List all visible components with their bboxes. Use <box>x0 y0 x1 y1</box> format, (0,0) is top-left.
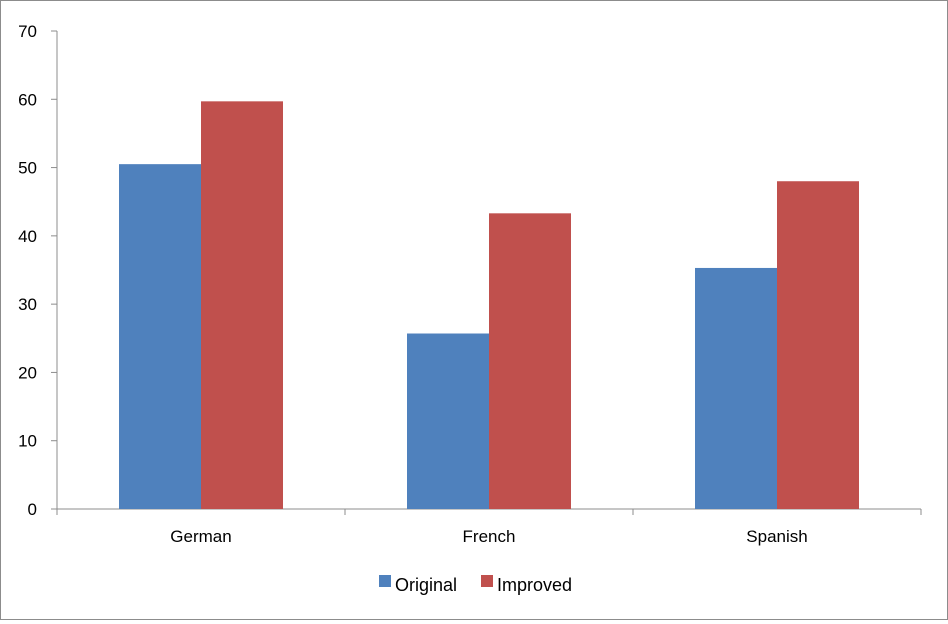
bar-improved-german <box>201 101 283 509</box>
y-tick-label: 60 <box>18 90 37 109</box>
y-tick-label: 40 <box>18 227 37 246</box>
axis-labels: 0 10 20 30 40 50 60 70 German French Spanish <box>18 22 808 546</box>
y-tick-label: 50 <box>18 159 37 178</box>
bar-improved-spanish <box>777 181 859 509</box>
legend-label-improved: Improved <box>497 575 572 595</box>
legend-swatch-improved <box>481 575 493 587</box>
y-tick-label: 0 <box>28 500 37 519</box>
x-tick-label: French <box>463 527 516 546</box>
x-tick-label: German <box>170 527 231 546</box>
legend: Original Improved <box>379 575 572 595</box>
bar-original-german <box>119 164 201 509</box>
y-tick-label: 30 <box>18 295 37 314</box>
x-tick-label: Spanish <box>746 527 807 546</box>
legend-label-original: Original <box>395 575 457 595</box>
bar-original-spanish <box>695 267 777 509</box>
y-tick-label: 10 <box>18 432 37 451</box>
y-tick-label: 70 <box>18 22 37 41</box>
bar-original-french <box>407 333 489 509</box>
bars <box>119 101 859 509</box>
y-tick-label: 20 <box>18 363 37 382</box>
bar-improved-french <box>489 213 571 509</box>
legend-swatch-original <box>379 575 391 587</box>
